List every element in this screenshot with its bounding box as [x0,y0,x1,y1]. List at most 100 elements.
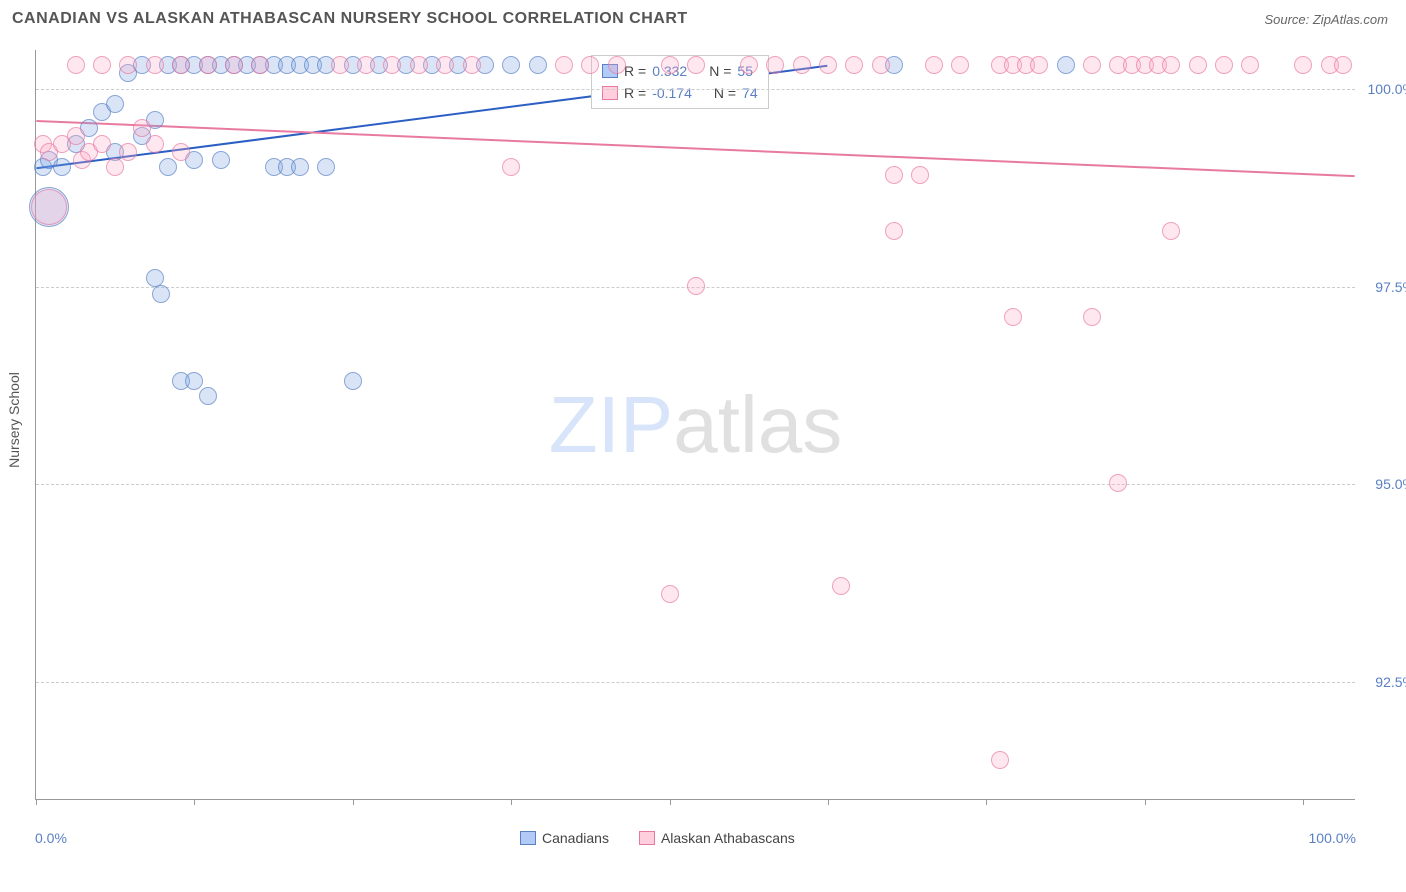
data-point [31,189,67,225]
n-value-athabascans: 74 [742,85,758,101]
data-point [555,56,573,74]
data-point [146,135,164,153]
data-point [436,56,454,74]
legend-item-canadians: Canadians [520,830,609,846]
chart-title: CANADIAN VS ALASKAN ATHABASCAN NURSERY S… [12,10,688,28]
data-point [1083,308,1101,326]
data-point [687,277,705,295]
data-point [885,166,903,184]
data-point [291,158,309,176]
data-point [133,119,151,137]
data-point [53,158,71,176]
data-point [119,56,137,74]
data-point [832,577,850,595]
data-point [1215,56,1233,74]
gridline [36,682,1355,683]
source-link[interactable]: ZipAtlas.com [1313,12,1388,27]
trendlines-svg [36,50,1355,799]
data-point [991,751,1009,769]
data-point [383,56,401,74]
data-point [911,166,929,184]
data-point [225,56,243,74]
data-point [344,372,362,390]
data-point [502,158,520,176]
data-point [608,56,626,74]
data-point [67,56,85,74]
data-point [410,56,428,74]
data-point [819,56,837,74]
x-axis-max-label: 100.0% [1309,830,1356,846]
data-point [1109,474,1127,492]
data-point [317,158,335,176]
chart-container: CANADIAN VS ALASKAN ATHABASCAN NURSERY S… [0,0,1406,892]
r-label: R = [624,85,646,101]
swatch-pink-icon [602,86,618,100]
r-value-athabascans: -0.174 [652,85,692,101]
xtick [36,799,37,805]
series-legend: Canadians Alaskan Athabascans [520,830,795,846]
data-point [1057,56,1075,74]
chart-plot-area: ZIPatlas R = 0.332 N = 55 R = -0.174 N =… [35,50,1355,800]
n-label: N = [714,85,736,101]
data-point [766,56,784,74]
xtick [194,799,195,805]
watermark-zip: ZIP [549,380,673,469]
data-point [1162,56,1180,74]
data-point [740,56,758,74]
data-point [119,143,137,161]
data-point [661,585,679,603]
data-point [199,56,217,74]
data-point [793,56,811,74]
data-point [845,56,863,74]
r-label: R = [624,63,646,79]
xtick [1145,799,1146,805]
data-point [93,56,111,74]
xtick [986,799,987,805]
data-point [106,95,124,113]
data-point [951,56,969,74]
ytick-label: 97.5% [1375,279,1406,295]
gridline [36,484,1355,485]
xtick [828,799,829,805]
xtick [1303,799,1304,805]
data-point [529,56,547,74]
gridline [36,89,1355,90]
data-point [502,56,520,74]
data-point [67,127,85,145]
ytick-label: 95.0% [1375,476,1406,492]
watermark: ZIPatlas [549,379,842,471]
xtick [353,799,354,805]
data-point [251,56,269,74]
data-point [687,56,705,74]
data-point [872,56,890,74]
data-point [1083,56,1101,74]
y-axis-label: Nursery School [6,372,22,468]
data-point [1162,222,1180,240]
data-point [146,56,164,74]
data-point [159,158,177,176]
data-point [185,372,203,390]
data-point [925,56,943,74]
data-point [172,56,190,74]
legend-item-athabascans: Alaskan Athabascans [639,830,795,846]
data-point [357,56,375,74]
data-point [152,285,170,303]
data-point [1241,56,1259,74]
legend-label-athabascans: Alaskan Athabascans [661,830,795,846]
swatch-pink-icon [639,831,655,845]
data-point [1189,56,1207,74]
data-point [331,56,349,74]
data-point [1004,308,1022,326]
data-point [1334,56,1352,74]
xtick [670,799,671,805]
xtick [511,799,512,805]
data-point [93,135,111,153]
n-label: N = [709,63,731,79]
legend-row-athabascans: R = -0.174 N = 74 [602,82,758,104]
legend-label-canadians: Canadians [542,830,609,846]
data-point [212,151,230,169]
data-point [172,143,190,161]
watermark-atlas: atlas [673,380,842,469]
swatch-blue-icon [520,831,536,845]
source-prefix: Source: [1264,12,1312,27]
